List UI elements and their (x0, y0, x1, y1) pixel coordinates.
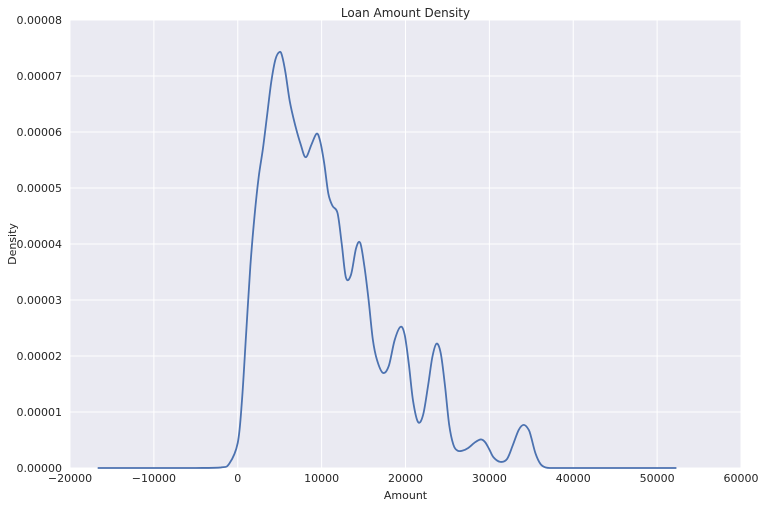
x-tick-label: 50000 (640, 472, 675, 485)
x-axis-title: Amount (384, 489, 428, 502)
y-tick-label: 0.00008 (17, 14, 63, 27)
y-tick-label: 0.00005 (17, 182, 63, 195)
y-tick-label: 0.00002 (17, 350, 63, 363)
x-tick-label: −10000 (132, 472, 176, 485)
y-tick-label: 0.00001 (17, 406, 63, 419)
y-tick-label: 0.00007 (17, 70, 63, 83)
y-axis-title: Density (6, 223, 19, 265)
x-tick-label: 40000 (556, 472, 591, 485)
y-tick-label: 0.00004 (17, 238, 63, 251)
y-tick-label: 0.00003 (17, 294, 63, 307)
x-tick-label: 30000 (472, 472, 507, 485)
chart-title: Loan Amount Density (341, 6, 470, 20)
y-tick-label: 0.00006 (17, 126, 63, 139)
x-tick-label: −20000 (48, 472, 92, 485)
x-tick-label: 60000 (724, 472, 759, 485)
density-line (97, 50, 677, 469)
x-tick-label: 0 (234, 472, 241, 485)
y-tick-labels: 0.00000 0.00001 0.00002 0.00003 0.00004 0.000… (17, 14, 63, 475)
series-layer (97, 50, 677, 469)
y-tick-label: 0.00000 (17, 462, 63, 475)
x-tick-labels: −20000 −10000 0 10000 20000 30000 40000 50000 60… (48, 472, 759, 485)
x-tick-label: 10000 (304, 472, 339, 485)
grid-lines (69, 19, 742, 469)
x-tick-label: 20000 (388, 472, 423, 485)
